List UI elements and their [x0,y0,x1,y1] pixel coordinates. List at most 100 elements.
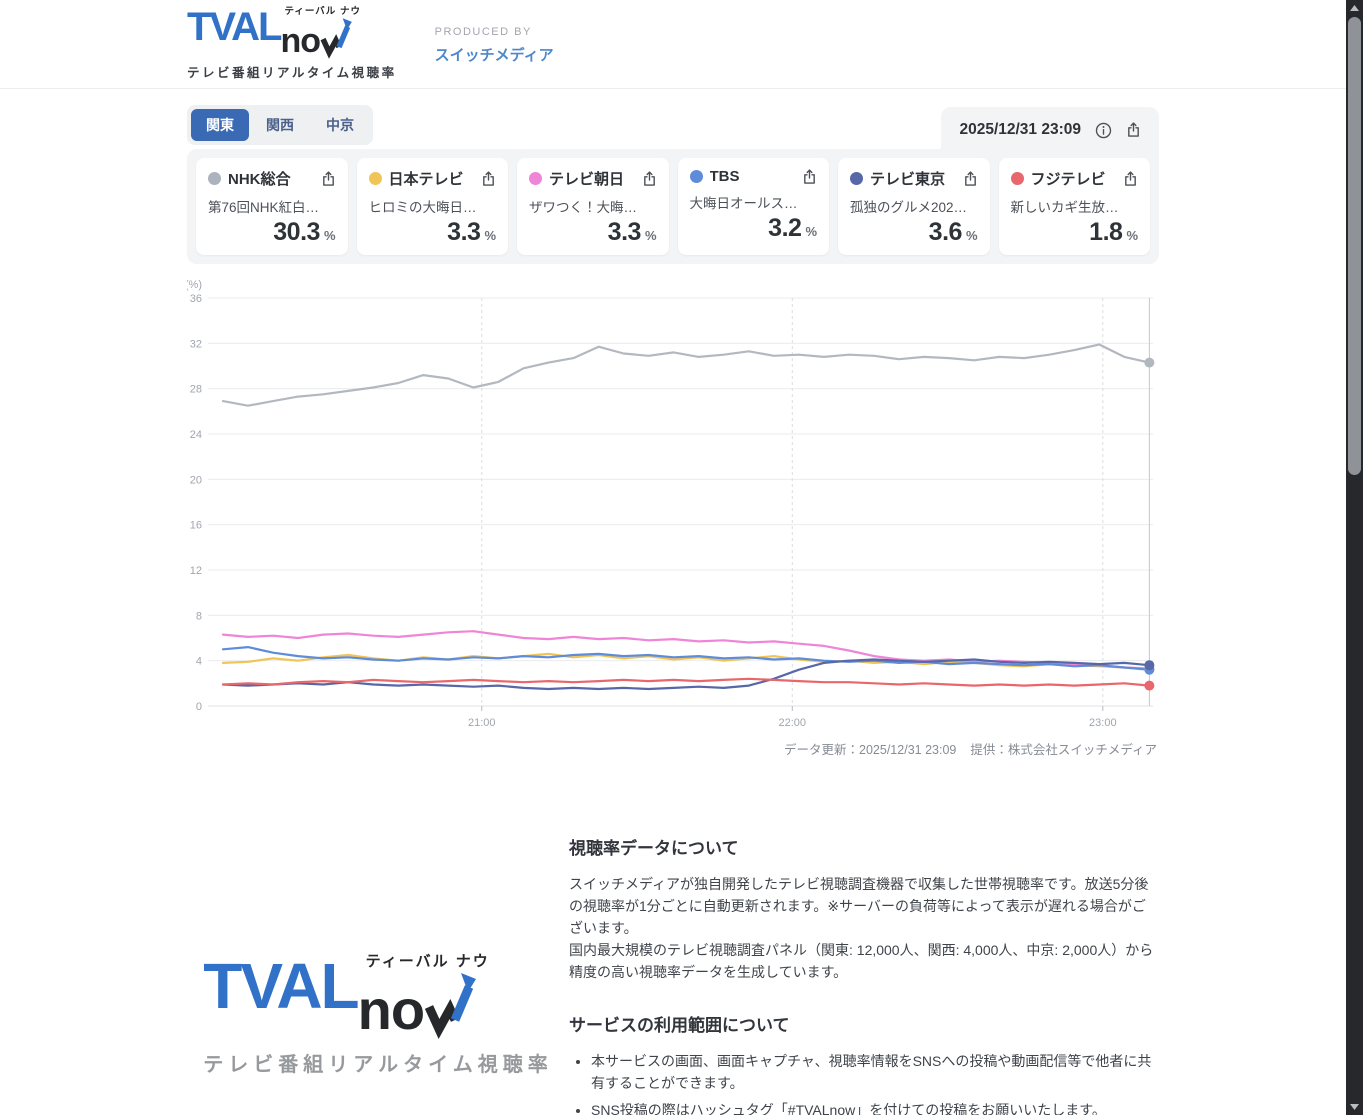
channel-card-strip: NHK総合 第76回NHK紅白… 30.3% 日本テレビ ヒロミの大晦日… 3.3% テ… [187,149,1159,264]
svg-text:8: 8 [196,610,202,622]
svg-text:21:00: 21:00 [468,717,496,729]
rating-value-row: 3.2% [690,214,817,243]
svg-text:28: 28 [190,384,202,396]
channel-card: テレビ東京 孤独のグルメ202… 3.6% [838,158,990,255]
channel-card: NHK総合 第76回NHK紅白… 30.3% [196,158,348,255]
channel-color-dot [529,172,542,185]
channel-name: フジテレビ [1030,171,1106,188]
scrollbar-down-arrow-icon[interactable] [1346,1099,1363,1115]
channel-color-dot [850,172,863,185]
rating-value-row: 3.3% [529,218,657,247]
channel-card: TBS 大晦日オールス… 3.2% [677,158,829,255]
rating-unit: % [644,228,657,243]
channel-color-dot [208,172,221,185]
about-ratings-heading: 視聴率データについて [569,839,739,858]
about-ratings-paragraph-1: スイッチメディアが独自開発したテレビ視聴調査機器で収集した世帯視聴率です。放送5… [569,876,1149,937]
svg-text:0: 0 [196,701,202,713]
share-icon[interactable] [481,170,496,187]
rating-unit: % [805,224,817,239]
rating-value: 3.3 [607,218,642,246]
rating-value-row: 30.3% [208,218,336,247]
rating-value: 30.3 [273,218,320,246]
logo-now-text: no [280,17,352,59]
rating-value-row: 3.3% [369,218,496,247]
svg-text:12: 12 [190,565,202,577]
tab-region-1[interactable]: 関西 [251,109,309,141]
about-ratings-paragraph-2: 国内最大規模のテレビ視聴調査パネル（関東: 12,000人、関西: 4,000人… [569,942,1154,981]
program-title: 孤独のグルメ202… [850,200,968,215]
rating-unit: % [323,228,336,243]
tab-region-0[interactable]: 関東 [191,109,249,141]
rating-value: 1.8 [1089,218,1123,246]
usage-scope-heading: サービスの利用範囲について [569,1015,790,1035]
info-icon[interactable] [1095,122,1112,139]
rating-value: 3.3 [447,218,481,246]
rating-value-row: 1.8% [1011,218,1138,247]
produced-by-label: PRODUCED BY [434,25,532,38]
produced-by-block: PRODUCED BY スイッチメディア [435,24,554,65]
share-icon[interactable] [802,168,817,185]
channel-card: フジテレビ 新しいカギ生放… 1.8% [998,158,1150,255]
rating-unit: % [965,228,978,243]
usage-scope-item: 本サービスの画面、画面キャプチャ、視聴率情報をSNSへの投稿や動画配信等で他者に… [591,1050,1155,1094]
share-icon[interactable] [642,170,657,187]
channel-name: テレビ東京 [870,171,946,188]
program-title: ヒロミの大晦日… [368,200,477,215]
svg-text:4: 4 [196,656,202,668]
svg-text:(%): (%) [187,280,202,291]
browser-scrollbar[interactable] [1346,0,1363,1115]
svg-text:24: 24 [190,429,202,441]
channel-color-dot [368,172,382,185]
channel-name: テレビ朝日 [549,171,625,188]
site-logo[interactable]: TVAL ティーバル ナウ no テレビ番組リアルタイム視聴率 [187,7,397,82]
footer-logo-subtitle: テレビ番組リアルタイム視聴率 [203,1054,553,1076]
footer-logo-arrow-w-icon [424,971,477,1040]
channel-color-dot [689,170,703,183]
producer-link[interactable]: スイッチメディア [434,46,554,64]
program-title: 第76回NHK紅白… [208,200,320,215]
svg-text:20: 20 [190,474,202,486]
channel-color-dot [1010,172,1024,185]
scrollbar-up-arrow-icon[interactable] [1346,0,1363,16]
usage-scope-list: 本サービスの画面、画面キャプチャ、視聴率情報をSNSへの投稿や動画配信等で他者に… [569,1050,1155,1115]
svg-text:32: 32 [190,338,202,350]
share-icon[interactable] [1126,122,1141,138]
program-title: 新しいカギ生放… [1010,200,1119,215]
channel-name: NHK総合 [228,171,291,188]
channel-card: テレビ朝日 ザワつく！大晦… 3.3% [517,158,669,255]
share-icon[interactable] [321,170,336,187]
program-title: ザワつく！大晦… [529,200,637,215]
rating-value: 3.6 [928,218,963,246]
channel-name: 日本テレビ [388,171,464,188]
svg-text:22:00: 22:00 [779,717,807,729]
logo-tval-text: TVAL [187,4,282,49]
rating-unit: % [484,228,496,243]
share-icon[interactable] [1123,170,1138,187]
svg-text:23:00: 23:00 [1089,717,1117,729]
usage-scope-item: SNS投稿の際はハッシュタグ「#TVALnow」を付けての投稿をお願いいたします… [591,1099,1155,1115]
channel-card: 日本テレビ ヒロミの大晦日… 3.3% [356,158,508,255]
logo-subtitle: テレビ番組リアルタイム視聴率 [187,66,397,81]
rating-unit: % [1126,228,1138,243]
svg-text:16: 16 [190,520,202,532]
data-provider-label: 提供：株式会社スイッチメディア [970,743,1157,757]
svg-text:36: 36 [190,293,202,305]
footer-logo-now-text: no [358,971,477,1040]
logo-kana-text: ティーバル ナウ [284,5,361,17]
rating-value-row: 3.6% [850,218,978,247]
footer-logo: TVAL ティーバル ナウ no テレビ番組リアルタイム視聴率 [203,954,552,1115]
rating-value: 3.2 [768,214,802,242]
logo-arrow-w-icon [320,17,352,59]
channel-name: TBS [709,168,740,185]
current-datetime: 2025/12/31 23:09 [959,121,1081,138]
footer-logo-tval-text: TVAL [203,950,359,1022]
datetime-box: 2025/12/31 23:09 [941,107,1159,153]
tab-region-2[interactable]: 中京 [311,109,369,141]
scrollbar-thumb[interactable] [1348,17,1361,475]
region-tabs: 関東 関西 中京 [187,105,373,145]
data-updated-label: データ更新：2025/12/31 23:09 [784,743,957,757]
chart-footer: データ更新：2025/12/31 23:09 提供：株式会社スイッチメディア [187,739,1159,758]
footer-logo-kana-text: ティーバル ナウ [365,953,490,970]
share-icon[interactable] [963,170,978,187]
ratings-chart[interactable]: 0 4 8 12 16 20 24 28 32 36 (%) 21:00 22:00 23:00 データ更… [185,279,1159,758]
